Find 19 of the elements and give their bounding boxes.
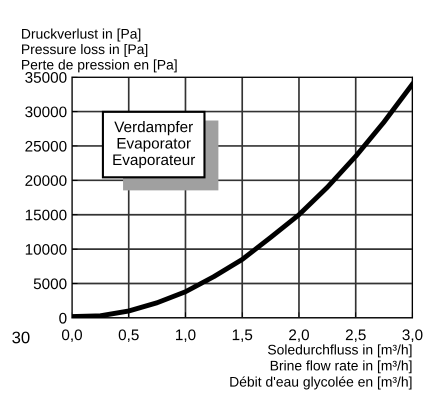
text: 30 [12,332,30,344]
x-tick-label: 1,5 [232,330,252,342]
y-tick-label: 30000 [25,106,67,118]
y-tick-label: 5000 [34,278,67,290]
y-tick-label: 0 [59,312,67,324]
x-axis-title: Soledurchfluss in [m³/h] Brine flow rate in [m³/h] Débit d'eau glycolée en [m³/h] [230,344,412,390]
y-tick-label: 25000 [25,140,67,152]
y-tick-label: 15000 [26,210,67,220]
x-tick-label: 2,5 [346,329,366,342]
x-tick-label: 0,0 [62,329,82,342]
x-tick-label: 2,0 [289,329,309,342]
y-tick-label: 10000 [26,244,67,255]
x-tick-label: 0,5 [118,329,139,342]
y-tick-label: 35000 [25,72,67,83]
x-tick-label: 1,0 [176,329,196,342]
y-tick-label: 20000 [25,175,67,186]
annotation: Verdampfer Evaporator Evaporateur [113,121,196,168]
x-tick-label: 3,0 [402,329,422,342]
y-axis-title: Druckverlust in [Pa] Pressure loss in [Pa] Perte de pression en [Pa] [22,28,177,72]
